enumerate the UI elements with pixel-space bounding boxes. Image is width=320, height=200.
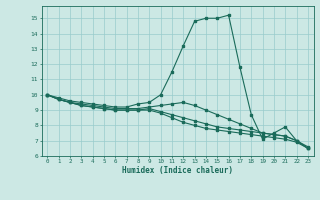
X-axis label: Humidex (Indice chaleur): Humidex (Indice chaleur) [122,166,233,175]
